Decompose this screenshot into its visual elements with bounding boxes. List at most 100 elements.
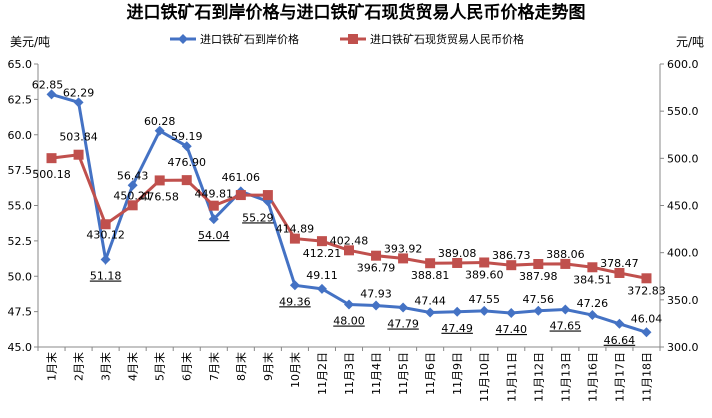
data-label: 59.19 [171, 130, 203, 143]
point-square [506, 260, 517, 271]
data-label: 47.56 [523, 293, 555, 306]
point-diamond [587, 310, 598, 321]
data-label: 388.06 [546, 248, 585, 261]
x-tick-label: 11月10日 [478, 352, 491, 402]
point-diamond [371, 300, 382, 311]
x-tick-label: 10月末 [288, 352, 302, 388]
point-square [614, 267, 625, 278]
point-square [479, 257, 490, 268]
point-square [344, 245, 354, 256]
data-label: 49.36 [279, 295, 311, 308]
data-label: 46.04 [631, 312, 663, 325]
data-label: 47.44 [414, 294, 446, 307]
x-tick-label: 11月17日 [613, 352, 626, 402]
data-label: 414.89 [276, 223, 315, 236]
point-diamond [46, 89, 57, 100]
right-tick-label: 400.0 [667, 247, 699, 260]
point-diamond [208, 214, 219, 225]
point-diamond [181, 141, 192, 152]
data-label: 60.28 [144, 115, 176, 128]
right-tick-label: 600.0 [667, 58, 699, 71]
legend-label-0: 进口铁矿石到岸价格 [200, 32, 299, 46]
data-label: 412.21 [303, 247, 342, 260]
data-label: 49.11 [306, 269, 338, 282]
point-diamond [506, 308, 517, 319]
right-tick-label: 500.0 [667, 152, 699, 165]
chart-title: 进口铁矿石到岸价格与进口铁矿石现货贸易人民币价格走势图 [127, 2, 586, 23]
right-y-ticks: 300.0 350.0 400.0 450.0 500.0 550.0 600.0 [660, 58, 699, 354]
point-diamond [398, 302, 409, 313]
point-square [641, 273, 652, 284]
data-label: 402.48 [330, 234, 369, 247]
data-label: 47.40 [496, 323, 528, 336]
x-tick-label: 11月2日 [316, 352, 329, 395]
series-lines [51, 92, 647, 334]
data-label: 372.83 [627, 284, 666, 297]
point-square [235, 190, 246, 201]
data-label: 47.79 [387, 318, 419, 331]
point-square [262, 190, 273, 201]
point-diamond [452, 306, 463, 317]
data-label: 47.26 [577, 297, 609, 310]
right-tick-label: 450.0 [667, 200, 699, 213]
data-label: 389.60 [465, 268, 504, 281]
data-label: 387.98 [519, 270, 558, 283]
data-label: 389.08 [438, 247, 477, 260]
point-diamond [533, 305, 544, 316]
data-label: 384.51 [573, 273, 612, 286]
point-square [560, 258, 571, 269]
data-label: 461.06 [222, 171, 261, 184]
point-square [154, 175, 165, 186]
point-diamond [641, 327, 652, 338]
data-label: 47.65 [550, 320, 582, 333]
point-square [289, 233, 300, 244]
data-label: 56.43 [117, 169, 149, 182]
data-label: 48.00 [333, 315, 365, 328]
point-square [208, 200, 219, 211]
x-tick-label: 6月末 [180, 352, 194, 381]
point-square [425, 258, 436, 269]
x-tick-label: 8月末 [234, 352, 248, 381]
data-label: 54.04 [198, 229, 230, 242]
x-tick-label: 11月13日 [559, 352, 572, 402]
point-diamond [316, 283, 327, 294]
x-tick-label: 11月11日 [505, 352, 518, 402]
point-diamond [425, 307, 436, 318]
data-label: 450.21 [113, 189, 152, 202]
point-square [587, 262, 598, 273]
left-tick-label: 45.0 [8, 341, 33, 354]
x-tick-label: 5月末 [153, 352, 167, 381]
data-label: 46.64 [604, 334, 636, 347]
x-tick-label: 11月16日 [586, 352, 599, 402]
data-label: 378.47 [600, 257, 639, 270]
point-diamond [289, 280, 300, 291]
data-label: 62.29 [63, 86, 95, 99]
right-tick-label: 550.0 [667, 105, 699, 118]
point-square [316, 236, 327, 247]
point-square [100, 219, 111, 230]
x-tick-label: 3月末 [99, 352, 113, 381]
data-label: 449.81 [195, 188, 234, 201]
data-label: 503.84 [59, 131, 98, 144]
point-square [46, 153, 57, 164]
legend-marker-diamond [178, 34, 188, 44]
point-square [127, 200, 138, 211]
x-tick-label: 11月3日 [343, 352, 356, 395]
series-markers [46, 89, 652, 338]
x-tick-label: 1月末 [45, 352, 59, 381]
data-label: 47.55 [468, 293, 500, 306]
data-label: 500.18 [32, 168, 71, 181]
point-diamond [614, 318, 625, 329]
left-y-ticks: 45.0 47.5 50.0 52.5 55.0 57.5 60.0 62.5 65.0 [8, 58, 38, 354]
x-tick-label: 11月4日 [370, 352, 383, 395]
data-label: 386.73 [492, 249, 531, 262]
legend-marker-square [348, 34, 358, 44]
data-label: 430.12 [86, 228, 125, 241]
x-tick-label: 11月9日 [451, 352, 464, 395]
legend-label-1: 进口铁矿石现货贸易人民币价格 [370, 32, 524, 46]
point-diamond [344, 299, 354, 310]
left-tick-label: 47.5 [8, 306, 33, 319]
